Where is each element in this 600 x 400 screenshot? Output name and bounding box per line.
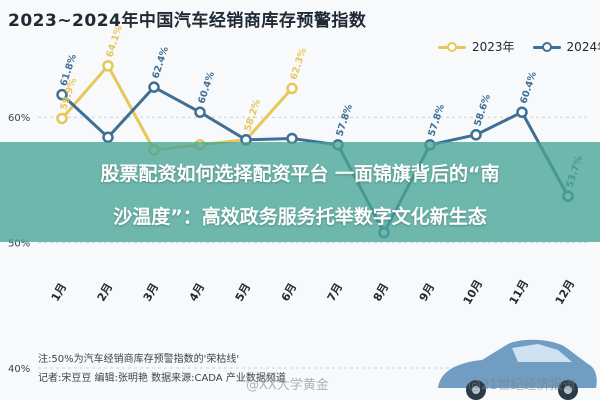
x-tick-label: 6月 [279, 281, 300, 304]
legend-swatch-2023 [438, 41, 466, 52]
data-point [56, 112, 68, 125]
legend-dot-2024 [541, 41, 552, 52]
y-tick-label: 60% [8, 113, 30, 124]
x-tick-label: 1月 [49, 281, 70, 304]
data-point [286, 82, 298, 95]
footer-credits: 记者:宋豆豆 编辑:张明艳 数据来源:CADA 产业数据频道 [38, 373, 286, 384]
x-tick-label: 7月 [325, 281, 346, 304]
data-point [148, 81, 160, 93]
x-tick-label: 5月 [233, 281, 254, 304]
legend-dot-2023 [447, 41, 457, 52]
data-point [516, 106, 528, 118]
watermark-2: @21世纪经济报道 [468, 378, 576, 393]
headline-line-2: 沙温度”：高效政务服务托举数字文化新生态 [113, 206, 487, 228]
x-tick-label: 3月 [141, 281, 162, 304]
data-label: 62.4% [150, 45, 171, 80]
headline-banner [0, 142, 600, 242]
data-label: 57.8% [334, 103, 355, 138]
legend-item-2023: 2023年 [438, 38, 515, 55]
y-tick-label: 40% [8, 364, 30, 375]
x-tick-label: 9月 [417, 281, 438, 304]
data-point [56, 88, 68, 101]
footer-note: 注:50%为汽车经销商库存预警指数的'荣枯线' [38, 354, 240, 365]
legend-label-2023: 2023年 [472, 40, 515, 54]
chart-title: 2023~2024年中国汽车经销商库存预警指数 [8, 11, 367, 31]
x-tick-label: 2月 [95, 281, 116, 304]
legend-item-2024: 2024年 [532, 38, 600, 55]
series-line [60, 85, 570, 235]
data-point [102, 60, 114, 72]
legend-label-2024: 2024年 [566, 40, 600, 54]
x-tick-label: 8月 [371, 281, 392, 304]
data-label: 62.3% [288, 46, 309, 81]
legend: 2023年 2024年 [438, 38, 600, 55]
headline-line-1: 股票配资如何选择配资平台 一面锦旗背后的“南 [100, 163, 500, 185]
y-tick-label: 50% [8, 239, 30, 250]
x-tick-label: 12月 [553, 278, 577, 307]
data-point [194, 106, 206, 118]
data-point [470, 129, 482, 141]
watermark-1: @XX大学黄金 [246, 378, 329, 393]
data-label: 58.2% [242, 98, 263, 133]
car-illustration [438, 339, 597, 400]
data-label: 57.8% [426, 103, 447, 138]
data-label: 60.4% [196, 70, 217, 105]
data-label: 58.6% [472, 93, 493, 128]
legend-swatch-2024 [532, 41, 561, 52]
data-label: 60.4% [518, 70, 539, 105]
x-tick-label: 10月 [461, 278, 485, 307]
x-tick-label: 4月 [187, 281, 208, 304]
data-point [102, 131, 114, 144]
x-tick-label: 11月 [507, 278, 531, 307]
